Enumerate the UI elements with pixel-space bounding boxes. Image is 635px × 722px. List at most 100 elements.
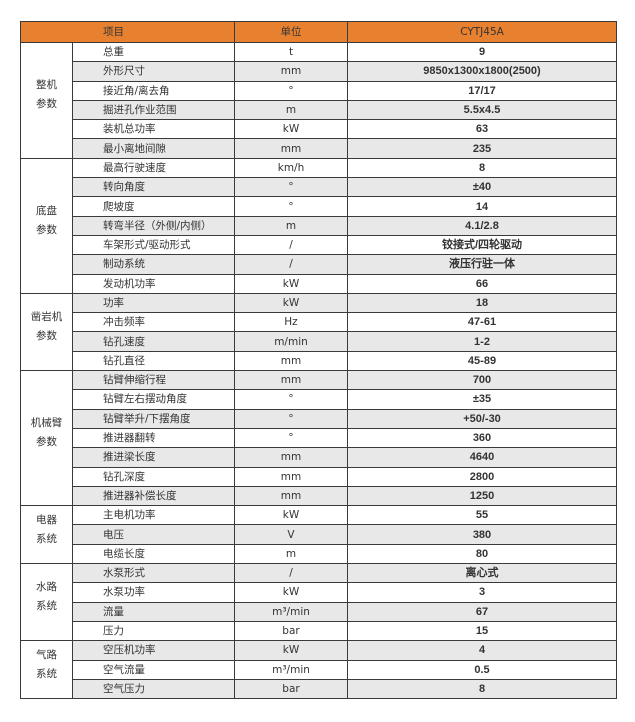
cell-unit: ° bbox=[234, 389, 348, 410]
cell-value: ±35 bbox=[347, 389, 617, 410]
table-row: 流量 m³/min 67 bbox=[21, 601, 617, 622]
table-header: 项目 单位 CYTJ45A bbox=[20, 21, 617, 43]
spec-table: 项目 单位 CYTJ45A 整机 参数 总重 t 9 外形尺寸 mm 9850x1300x18… bbox=[20, 21, 617, 700]
cell-item: 钻臂左右摆动角度 bbox=[72, 389, 235, 410]
cell-item: 电压 bbox=[72, 524, 235, 545]
cell-unit: bar bbox=[234, 620, 348, 642]
table-row: 钻孔深度 mm 2800 bbox=[21, 466, 617, 487]
cell-item: 压力 bbox=[72, 620, 235, 642]
cell-item: 总重 bbox=[72, 41, 235, 63]
cell-value: 55 bbox=[347, 505, 617, 526]
cell-item: 推进梁长度 bbox=[72, 447, 235, 468]
cell-item: 空气压力 bbox=[72, 678, 235, 700]
table-row: 整机 参数 总重 t 9 bbox=[20, 41, 617, 159]
cell-value: 47-61 bbox=[347, 312, 617, 333]
table-row: 车架形式/驱动形式 / 铰接式/四轮驱动 bbox=[21, 234, 617, 256]
cell-item: 主电机功率 bbox=[72, 505, 235, 526]
table-row: 爬坡度 ° 14 bbox=[21, 196, 617, 217]
cell-unit: mm bbox=[234, 350, 348, 372]
cell-unit: m³/min bbox=[234, 659, 348, 680]
cell-unit: m bbox=[234, 543, 348, 565]
cell-value: 4.1/2.8 bbox=[347, 215, 617, 236]
cell-unit: kW bbox=[234, 119, 348, 140]
cell-unit: / bbox=[234, 563, 348, 584]
cell-item: 转向角度 bbox=[72, 177, 235, 198]
group-label: 电器 系统 bbox=[20, 505, 73, 565]
table-row: 空气流量 m³/min 0.5 bbox=[21, 659, 617, 680]
group-label: 整机 参数 bbox=[20, 42, 73, 159]
cell-item: 制动系统 bbox=[72, 254, 235, 275]
cell-value: 45-89 bbox=[347, 350, 617, 372]
table-row: 装机总功率 kW 63 bbox=[21, 119, 617, 140]
cell-unit: km/h bbox=[234, 157, 348, 179]
cell-item: 外形尺寸 bbox=[72, 61, 235, 82]
cell-unit: kW bbox=[234, 292, 348, 314]
table-row: 转弯半径（外侧/内侧） m 4.1/2.8 bbox=[21, 215, 617, 236]
table-row: 钻臂左右摆动角度 ° ±35 bbox=[21, 389, 617, 410]
cell-value: 铰接式/四轮驱动 bbox=[347, 234, 617, 256]
cell-value: 360 bbox=[347, 427, 617, 449]
group-label: 凿岩机 参数 bbox=[20, 292, 73, 372]
cell-value: 9 bbox=[347, 41, 617, 63]
group-label-line: 参数 bbox=[36, 436, 57, 449]
table-row: 掘进孔作业范围 m 5.5x4.5 bbox=[21, 99, 617, 121]
cell-value: ±40 bbox=[347, 177, 617, 198]
cell-item: 水泵形式 bbox=[72, 563, 235, 584]
group-label-line: 参数 bbox=[36, 329, 57, 342]
table-row: 外形尺寸 mm 9850x1300x1800(2500) bbox=[21, 61, 617, 82]
cell-item: 水泵功率 bbox=[72, 582, 235, 603]
table-row: 发动机功率 kW 66 bbox=[21, 273, 617, 294]
cell-value: 63 bbox=[347, 119, 617, 140]
cell-item: 钻孔直径 bbox=[72, 350, 235, 372]
cell-value: 235 bbox=[347, 138, 617, 159]
cell-item: 钻孔速度 bbox=[72, 331, 235, 352]
cell-item: 推进器翻转 bbox=[72, 427, 235, 449]
cell-unit: m bbox=[234, 215, 348, 236]
cell-item: 装机总功率 bbox=[72, 119, 235, 140]
cell-unit: mm bbox=[234, 370, 348, 391]
cell-value: 4 bbox=[347, 640, 617, 661]
cell-item: 空压机功率 bbox=[72, 640, 235, 661]
cell-unit: mm bbox=[234, 466, 348, 487]
group-label: 底盘 参数 bbox=[20, 157, 73, 294]
cell-unit: kW bbox=[234, 505, 348, 526]
cell-item: 车架形式/驱动形式 bbox=[72, 234, 235, 256]
cell-unit: Hz bbox=[234, 312, 348, 333]
table-row: 凿岩机 参数 功率 kW 18 bbox=[20, 292, 617, 372]
cell-value: 0.5 bbox=[347, 659, 617, 680]
table-row: 推进器翻转 ° 360 bbox=[21, 427, 617, 449]
table-row: 电缆长度 m 80 bbox=[21, 543, 617, 565]
group-label-line: 系统 bbox=[36, 600, 57, 613]
group-label-line: 底盘 bbox=[36, 204, 57, 217]
cell-unit: mm bbox=[234, 138, 348, 159]
group-label-line: 气路 bbox=[36, 648, 57, 661]
table-row: 推进器补偿长度 mm 1250 bbox=[21, 485, 617, 507]
table-row: 冲击频率 Hz 47-61 bbox=[21, 312, 617, 333]
cell-item: 钻臂举升/下摆角度 bbox=[72, 408, 235, 429]
cell-unit: / bbox=[234, 254, 348, 275]
cell-unit: ° bbox=[234, 80, 348, 101]
cell-unit: t bbox=[234, 41, 348, 63]
cell-value: 1-2 bbox=[347, 331, 617, 352]
table-row: 接近角/离去角 ° 17/17 bbox=[21, 80, 617, 101]
group-label: 机械臂 参数 bbox=[20, 370, 73, 507]
cell-value: +50/-30 bbox=[347, 408, 617, 429]
table-row: 钻孔直径 mm 45-89 bbox=[21, 350, 617, 372]
cell-item: 冲击频率 bbox=[72, 312, 235, 333]
group-label-line: 水路 bbox=[36, 581, 57, 594]
cell-unit: m/min bbox=[234, 331, 348, 352]
cell-item: 最小离地间隙 bbox=[72, 138, 235, 159]
table-row: 压力 bar 15 bbox=[21, 620, 617, 642]
group-label: 气路 系统 bbox=[20, 640, 73, 700]
group-label-line: 整机 bbox=[36, 79, 57, 92]
cell-item: 推进器补偿长度 bbox=[72, 485, 235, 507]
cell-unit: m bbox=[234, 99, 348, 121]
cell-value: 18 bbox=[347, 292, 617, 314]
cell-item: 掘进孔作业范围 bbox=[72, 99, 235, 121]
table-row: 电器 系统 主电机功率 kW 55 bbox=[20, 505, 617, 565]
cell-value: 700 bbox=[347, 370, 617, 391]
table-row: 电压 V 380 bbox=[21, 524, 617, 545]
cell-item: 功率 bbox=[72, 292, 235, 314]
cell-value: 17/17 bbox=[347, 80, 617, 101]
cell-item: 钻臂伸缩行程 bbox=[72, 370, 235, 391]
